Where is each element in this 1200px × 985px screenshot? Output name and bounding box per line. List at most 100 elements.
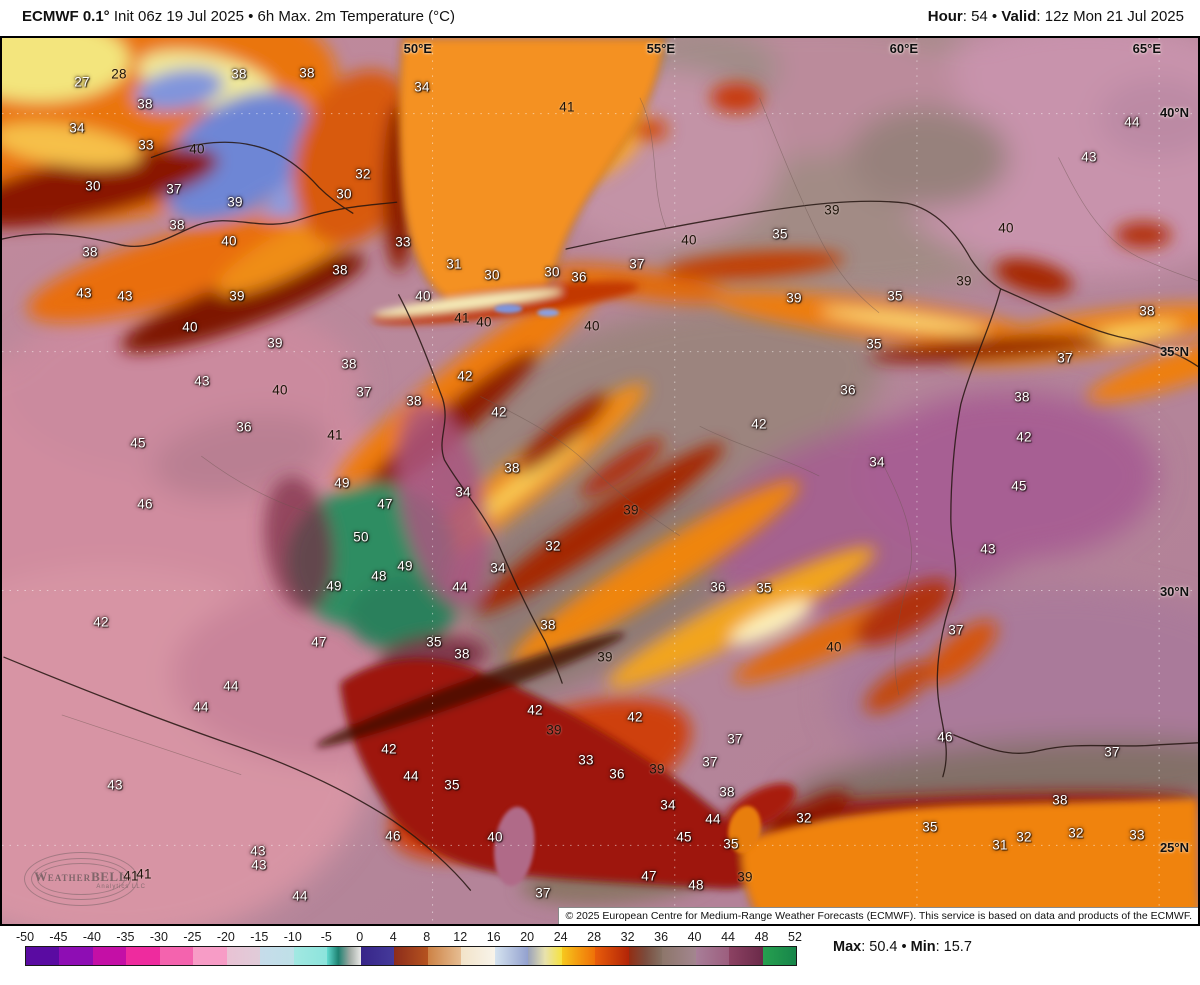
temp-value-label: 38: [341, 356, 357, 372]
title-separator: •: [248, 8, 254, 25]
init-time: Init 06z 19 Jul 2025: [109, 8, 249, 25]
temp-value-label: 43: [250, 843, 266, 859]
colorbar-tick-label: 40: [687, 930, 702, 944]
stats-separator: •: [901, 939, 907, 955]
temp-value-label: 34: [490, 560, 506, 576]
temp-value-label: 33: [138, 137, 154, 153]
copyright-notice: © 2025 European Centre for Medium-Range …: [558, 907, 1198, 924]
temp-value-label: 27: [74, 74, 90, 90]
colorbar-segment: [595, 947, 629, 965]
temp-value-label: 42: [491, 404, 507, 420]
temp-value-label: 38: [82, 244, 98, 260]
watermark-ring: [31, 858, 131, 900]
colorbar-segment: [461, 947, 495, 965]
temp-value-label: 40: [826, 639, 842, 655]
temp-value-label: 36: [571, 269, 587, 285]
temp-value-label: 49: [397, 558, 413, 574]
temp-value-label: 38: [406, 393, 422, 409]
temp-value-label: 37: [948, 622, 964, 638]
temp-value-label: 40: [415, 288, 431, 304]
temp-value-label: 38: [504, 460, 520, 476]
temp-value-label: 41: [327, 427, 343, 443]
temp-value-label: 30: [544, 264, 560, 280]
colorbar-segment: [293, 947, 328, 965]
colorbar-segment: [561, 947, 596, 965]
temp-value-label: 43: [251, 857, 267, 873]
max-label: Max: [833, 939, 862, 955]
temp-value-label: 39: [546, 722, 562, 738]
temp-value-label: 39: [623, 502, 639, 518]
temp-value-label: 35: [756, 580, 772, 596]
colorbar-segment: [193, 947, 227, 965]
colorbar-tick-label: -10: [283, 930, 302, 944]
map-title: ECMWF 0.1° Init 06z 19 Jul 2025 • 6h Max…: [22, 8, 455, 25]
colorbar-tick-label: -35: [116, 930, 135, 944]
temp-value-label: 38: [454, 646, 470, 662]
temp-value-label: 31: [446, 256, 462, 272]
colorbar-segment: [59, 947, 93, 965]
temp-value-label: 35: [772, 226, 788, 242]
temp-value-label: 39: [786, 290, 802, 306]
watermark-subtitle: Analytics LLC: [96, 884, 146, 890]
temp-value-label: 47: [641, 868, 657, 884]
colorbar-tick-label: 36: [654, 930, 669, 944]
colorbar-tick-label: 4: [389, 930, 397, 944]
latitude-label: 30°N: [1159, 584, 1189, 599]
temp-value-label: 38: [719, 784, 735, 800]
max-min-stats: Max: 50.4 • Min: 15.7: [833, 939, 972, 955]
temp-value-label: 45: [676, 829, 692, 845]
temp-value-label: 43: [76, 285, 92, 301]
longitude-label: 65°E: [1132, 41, 1161, 56]
temp-value-label: 42: [457, 368, 473, 384]
temp-value-label: 41: [559, 99, 575, 115]
max-value: : 50.4: [861, 939, 902, 955]
longitude-label: 55°E: [646, 41, 675, 56]
colorbar-segment: [327, 947, 361, 965]
colorbar-segment: [528, 947, 562, 965]
colorbar-segment: [427, 947, 462, 965]
temp-value-label: 43: [117, 288, 133, 304]
temp-value-label: 46: [137, 496, 153, 512]
valid-value: : 12z Mon 21 Jul 2025: [1036, 8, 1184, 25]
temp-value-label: 32: [355, 166, 371, 182]
temp-value-label: 41: [136, 866, 152, 882]
temp-value-label: 36: [236, 419, 252, 435]
colorbar-segment: [360, 947, 395, 965]
colorbar-tick-label: 12: [453, 930, 468, 944]
hour-value: : 54: [962, 8, 992, 25]
temp-value-label: 45: [130, 435, 146, 451]
temp-value-label: 32: [545, 538, 561, 554]
temp-value-label: 37: [727, 731, 743, 747]
temp-value-label: 41: [454, 310, 470, 326]
temp-value-label: 32: [1016, 829, 1032, 845]
watermark-brand: WEATHERBELL: [34, 869, 128, 884]
temp-value-label: 35: [723, 836, 739, 852]
temp-value-label: 42: [751, 416, 767, 432]
colorbar-tick-label: 0: [356, 930, 364, 944]
header-bar: ECMWF 0.1° Init 06z 19 Jul 2025 • 6h Max…: [0, 0, 1200, 36]
temp-value-label: 38: [231, 66, 247, 82]
temp-value-label: 38: [1014, 389, 1030, 405]
colorbar-segment: [394, 947, 428, 965]
temp-value-label: 37: [535, 885, 551, 901]
temp-value-label: 38: [299, 65, 315, 81]
colorbar-segment: [226, 947, 261, 965]
temp-value-label: 39: [824, 202, 840, 218]
hour-label: Hour: [927, 8, 963, 25]
model-name: ECMWF 0.1°: [22, 8, 110, 25]
temp-value-label: 28: [111, 66, 127, 82]
temp-value-label: 37: [166, 181, 182, 197]
temp-value-label: 43: [107, 777, 123, 793]
latitude-label: 25°N: [1159, 840, 1189, 855]
colorbar-tick-label: 52: [788, 930, 802, 944]
temp-value-label: 35: [922, 819, 938, 835]
temp-value-label: 30: [484, 267, 500, 283]
min-value: : 15.7: [935, 939, 972, 955]
temp-value-label: 37: [1104, 744, 1120, 760]
temp-value-label: 39: [229, 288, 245, 304]
colorbar-segment: [260, 947, 294, 965]
temp-value-label: 39: [649, 761, 665, 777]
colorbar-tick-label: 28: [587, 930, 602, 944]
colorbar-tick-label: -45: [49, 930, 68, 944]
temp-value-label: 48: [371, 568, 387, 584]
